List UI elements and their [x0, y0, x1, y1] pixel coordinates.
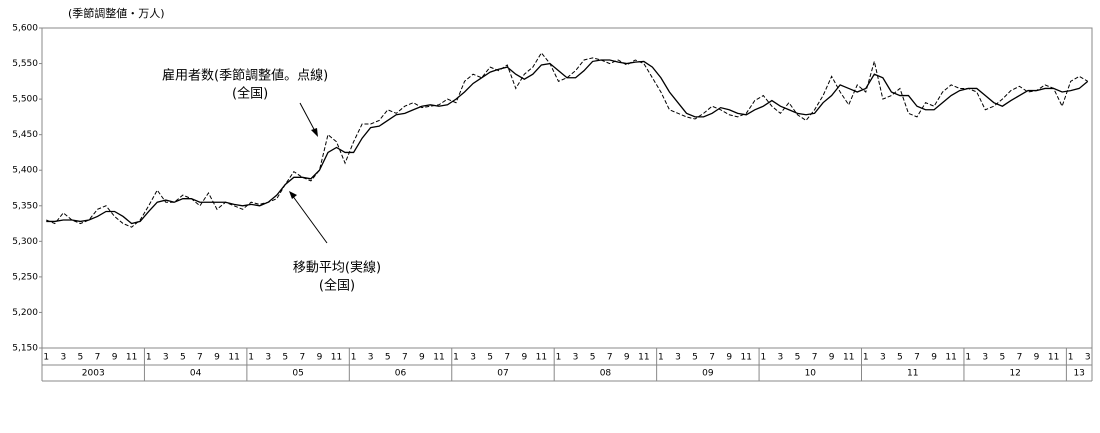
year-label: 04 [190, 369, 202, 379]
x-tick-label: 1 [453, 353, 459, 363]
year-label: 2003 [82, 369, 105, 379]
x-tick-label: 5 [282, 353, 288, 363]
series-annotation: 移動平均(実線) [293, 260, 381, 276]
x-tick-label: 11 [945, 353, 956, 363]
x-tick-label: 1 [658, 353, 664, 363]
x-tick-label: 3 [1085, 353, 1091, 363]
x-tick-label: 11 [228, 353, 239, 363]
x-tick-label: 9 [214, 353, 220, 363]
x-tick-label: 3 [778, 353, 784, 363]
x-tick-label: 9 [521, 353, 527, 363]
x-tick-label: 5 [590, 353, 596, 363]
arrow [299, 102, 317, 134]
x-tick-label: 11 [433, 353, 444, 363]
x-tick-label: 3 [368, 353, 374, 363]
y-tick-label: 5,400 [12, 166, 38, 176]
x-tick-label: 3 [982, 353, 988, 363]
x-tick-label: 3 [265, 353, 271, 363]
series-line [46, 52, 1088, 228]
y-tick-label: 5,200 [12, 308, 38, 318]
y-tick-label: 5,550 [12, 59, 38, 69]
year-label: 07 [497, 369, 508, 379]
x-tick-label: 11 [1048, 353, 1059, 363]
y-tick-label: 5,600 [12, 24, 38, 34]
x-tick-label: 5 [180, 353, 186, 363]
x-tick-label: 11 [331, 353, 342, 363]
x-tick-label: 3 [675, 353, 681, 363]
x-tick-label: 3 [880, 353, 886, 363]
x-tick-label: 9 [931, 353, 937, 363]
x-tick-label: 7 [812, 353, 818, 363]
unit-label: (季節調整値・万人) [68, 6, 165, 20]
year-label: 11 [907, 369, 918, 379]
year-label: 12 [1009, 369, 1020, 379]
year-label: 08 [600, 369, 612, 379]
x-tick-label: 7 [504, 353, 510, 363]
x-tick-label: 9 [829, 353, 835, 363]
y-tick-label: 5,450 [12, 130, 38, 140]
x-tick-label: 1 [556, 353, 562, 363]
x-tick-label: 1 [965, 353, 971, 363]
x-tick-label: 1 [1068, 353, 1074, 363]
y-tick-label: 5,300 [12, 237, 38, 247]
x-tick-label: 7 [607, 353, 613, 363]
plot-frame [41, 27, 1093, 349]
y-tick-label: 5,150 [12, 344, 38, 354]
x-tick-label: 9 [112, 353, 118, 363]
series-annotation: 雇用者数(季節調整値。点線) [162, 68, 328, 84]
x-tick-label: 11 [536, 353, 547, 363]
y-tick-label: 5,350 [12, 201, 38, 211]
x-tick-label: 3 [60, 353, 66, 363]
x-tick-label: 7 [914, 353, 920, 363]
x-tick-label: 11 [638, 353, 649, 363]
x-tick-label: 7 [299, 353, 305, 363]
x-tick-label: 9 [726, 353, 732, 363]
y-tick-label: 5,250 [12, 272, 38, 282]
x-tick-label: 1 [863, 353, 869, 363]
x-tick-label: 9 [317, 353, 323, 363]
x-tick-label: 9 [419, 353, 425, 363]
x-tick-label: 1 [43, 353, 49, 363]
year-label: 09 [702, 369, 714, 379]
x-tick-label: 7 [709, 353, 715, 363]
x-tick-label: 7 [1017, 353, 1023, 363]
series-annotation-sub: (全国) [232, 86, 268, 102]
x-tick-label: 3 [470, 353, 476, 363]
year-label: 10 [805, 369, 817, 379]
arrow [291, 194, 328, 244]
x-tick-label: 7 [402, 353, 408, 363]
x-tick-label: 11 [843, 353, 854, 363]
arrow-head [311, 128, 318, 137]
x-tick-label: 5 [795, 353, 801, 363]
year-label: 06 [395, 369, 407, 379]
x-tick-label: 5 [692, 353, 698, 363]
x-tick-label: 1 [248, 353, 254, 363]
x-tick-label: 7 [197, 353, 203, 363]
arrow-head [289, 191, 297, 199]
x-tick-label: 5 [897, 353, 903, 363]
x-tick-label: 3 [163, 353, 169, 363]
x-tick-label: 5 [999, 353, 1005, 363]
x-tick-label: 1 [146, 353, 152, 363]
series-annotation-sub: (全国) [319, 278, 355, 294]
x-tick-label: 1 [760, 353, 766, 363]
x-tick-label: 9 [1034, 353, 1040, 363]
x-tick-label: 7 [95, 353, 101, 363]
x-tick-label: 9 [624, 353, 630, 363]
y-tick-label: 5,500 [12, 95, 38, 105]
x-tick-label: 1 [351, 353, 357, 363]
year-label: 13 [1073, 369, 1084, 379]
x-tick-label: 5 [487, 353, 493, 363]
x-tick-label: 3 [573, 353, 579, 363]
year-label: 05 [292, 369, 303, 379]
x-tick-label: 11 [741, 353, 752, 363]
series-line [46, 59, 1089, 225]
x-tick-label: 11 [126, 353, 137, 363]
x-tick-label: 5 [78, 353, 84, 363]
x-tick-label: 5 [385, 353, 391, 363]
